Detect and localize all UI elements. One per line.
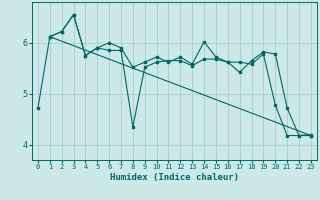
X-axis label: Humidex (Indice chaleur): Humidex (Indice chaleur) xyxy=(110,173,239,182)
